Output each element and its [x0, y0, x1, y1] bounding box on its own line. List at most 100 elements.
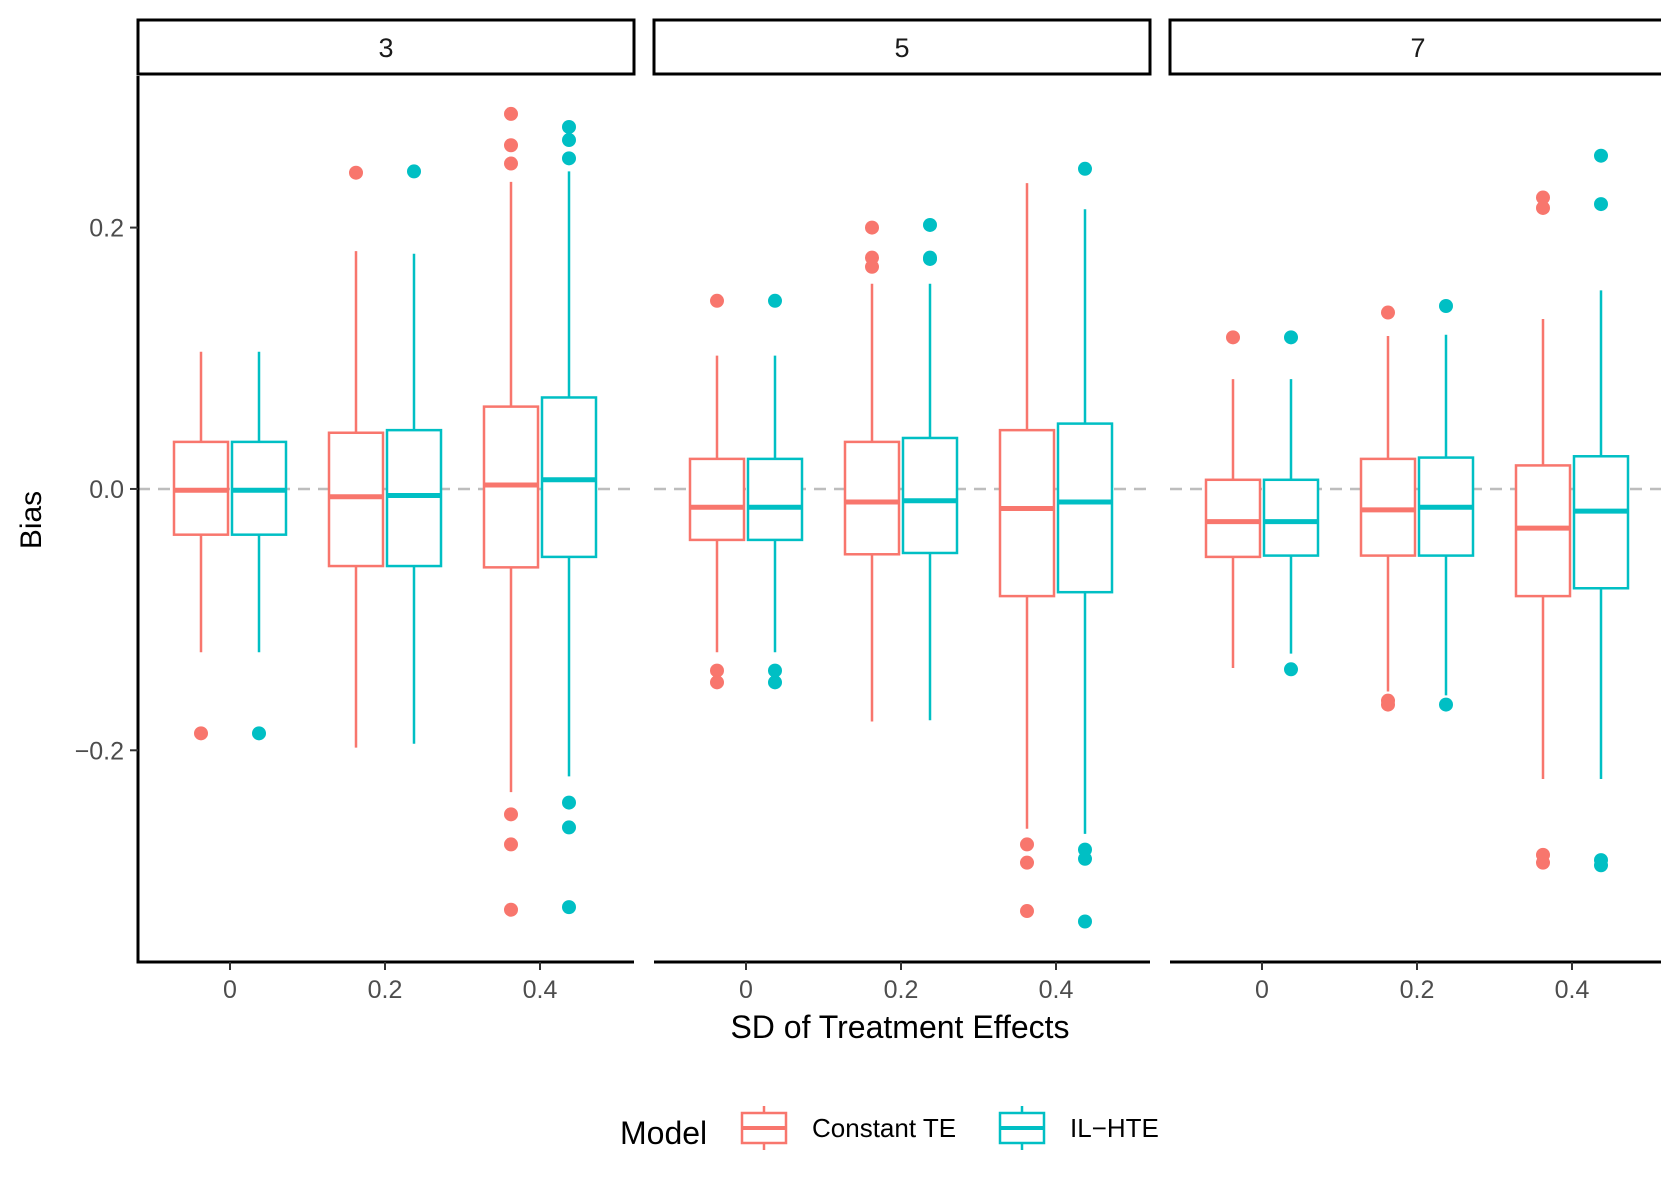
outlier-point — [1284, 662, 1298, 677]
outlier-point — [710, 675, 724, 690]
box-iqr — [385, 428, 443, 568]
box-iqr — [843, 440, 901, 556]
outlier-point — [252, 726, 266, 741]
strip-box — [652, 18, 1152, 76]
outlier-point — [1536, 200, 1550, 215]
panel-5: 5 0 0.2 0.4 — [652, 18, 1152, 1004]
panel-3: 3 0 0.2 0.4 — [136, 18, 636, 1004]
outlier-point — [865, 259, 879, 274]
outlier-point — [768, 293, 782, 308]
box-constant-te — [688, 293, 746, 690]
x-tick-label: 0.2 — [1400, 976, 1435, 1004]
box-constant-te — [482, 106, 540, 917]
box-iqr — [540, 396, 598, 559]
x-axis-label: SD of Treatment Effects — [730, 1009, 1069, 1045]
box-constant-te — [843, 220, 901, 722]
box-constant-te — [172, 351, 230, 741]
outlier-point — [1536, 855, 1550, 870]
outlier-point — [504, 106, 518, 121]
legend: Model Constant TE IL−HTE — [620, 1106, 1159, 1151]
outlier-point — [710, 663, 724, 678]
box-iqr — [1204, 478, 1262, 559]
box-iqr — [901, 436, 959, 555]
box-il-hte — [1056, 161, 1114, 929]
x-tick-label: 0.2 — [884, 976, 919, 1004]
outlier-point — [562, 133, 576, 148]
box-iqr — [1262, 478, 1320, 557]
outlier-point — [349, 165, 363, 180]
box-iqr — [688, 457, 746, 542]
box-constant-te — [1359, 305, 1417, 712]
x-tick-label: 0 — [739, 976, 753, 1004]
outlier-point — [194, 726, 208, 741]
strip-label: 3 — [378, 33, 393, 63]
box-iqr — [746, 457, 804, 542]
outlier-point — [1020, 855, 1034, 870]
outlier-point — [1536, 190, 1550, 205]
outlier-point — [504, 138, 518, 153]
outlier-point — [1020, 904, 1034, 919]
box-il-hte — [385, 164, 443, 744]
outlier-point — [1439, 298, 1453, 313]
outlier-point — [1284, 330, 1298, 345]
outlier-point — [923, 217, 937, 232]
outlier-point — [1381, 697, 1395, 712]
outlier-point — [768, 675, 782, 690]
y-axis-label: Bias — [15, 491, 48, 549]
outlier-point — [504, 902, 518, 917]
legend-entry-label: IL−HTE — [1070, 1113, 1159, 1143]
outlier-point — [865, 220, 879, 235]
outlier-point — [562, 119, 576, 134]
x-tick-label: 0.2 — [368, 976, 403, 1004]
box-il-hte — [1572, 148, 1630, 873]
legend-entry-label: Constant TE — [812, 1113, 956, 1143]
legend-entry-constant-te: Constant TE — [740, 1106, 956, 1150]
box-il-hte — [230, 351, 288, 741]
box-iqr — [1572, 455, 1630, 590]
outlier-point — [1594, 197, 1608, 212]
strip-box — [1168, 18, 1661, 76]
outlier-point — [1594, 148, 1608, 163]
legend-entry-il-hte: IL−HTE — [998, 1106, 1159, 1150]
outlier-point — [923, 251, 937, 266]
outlier-point — [504, 837, 518, 852]
outlier-point — [1594, 858, 1608, 873]
box-constant-te — [1204, 330, 1262, 668]
outlier-point — [710, 293, 724, 308]
y-tick-label: −0.2 — [75, 737, 124, 765]
box-il-hte — [540, 119, 598, 915]
legend-entries: Constant TE IL−HTE — [740, 1106, 1159, 1150]
x-tick-label: 0.4 — [523, 976, 558, 1004]
outlier-point — [1020, 837, 1034, 852]
y-tick-label: 0.2 — [89, 215, 124, 243]
outlier-point — [504, 156, 518, 171]
x-tick-label: 0.4 — [1039, 976, 1074, 1004]
box-iqr — [1359, 457, 1417, 557]
y-axis: 0.2 0.0 −0.2 — [75, 76, 140, 964]
outlier-point — [562, 151, 576, 166]
panels-layer: 3 0 0.2 0.4 5 0 0.2 0.4 7 0 0.2 0.4 — [136, 18, 1661, 1004]
box-constant-te — [1514, 190, 1572, 870]
outlier-point — [1381, 305, 1395, 320]
outlier-point — [504, 807, 518, 822]
legend-title: Model — [620, 1115, 707, 1151]
box-iqr — [327, 431, 385, 568]
box-constant-te — [327, 165, 385, 748]
panel-7: 7 0 0.2 0.4 — [1168, 18, 1661, 1004]
box-constant-te — [998, 183, 1056, 919]
outlier-point — [1439, 697, 1453, 712]
box-il-hte — [1262, 330, 1320, 677]
x-tick-label: 0 — [1255, 976, 1269, 1004]
outlier-point — [1078, 161, 1092, 176]
outlier-point — [562, 900, 576, 915]
box-iqr — [1514, 464, 1572, 598]
box-iqr — [998, 428, 1056, 598]
outlier-point — [562, 795, 576, 810]
outlier-point — [562, 820, 576, 835]
box-il-hte — [746, 293, 804, 690]
box-iqr — [1056, 422, 1114, 594]
strip-box — [136, 18, 636, 76]
x-tick-label: 0 — [223, 976, 237, 1004]
x-tick-label: 0.4 — [1555, 976, 1590, 1004]
